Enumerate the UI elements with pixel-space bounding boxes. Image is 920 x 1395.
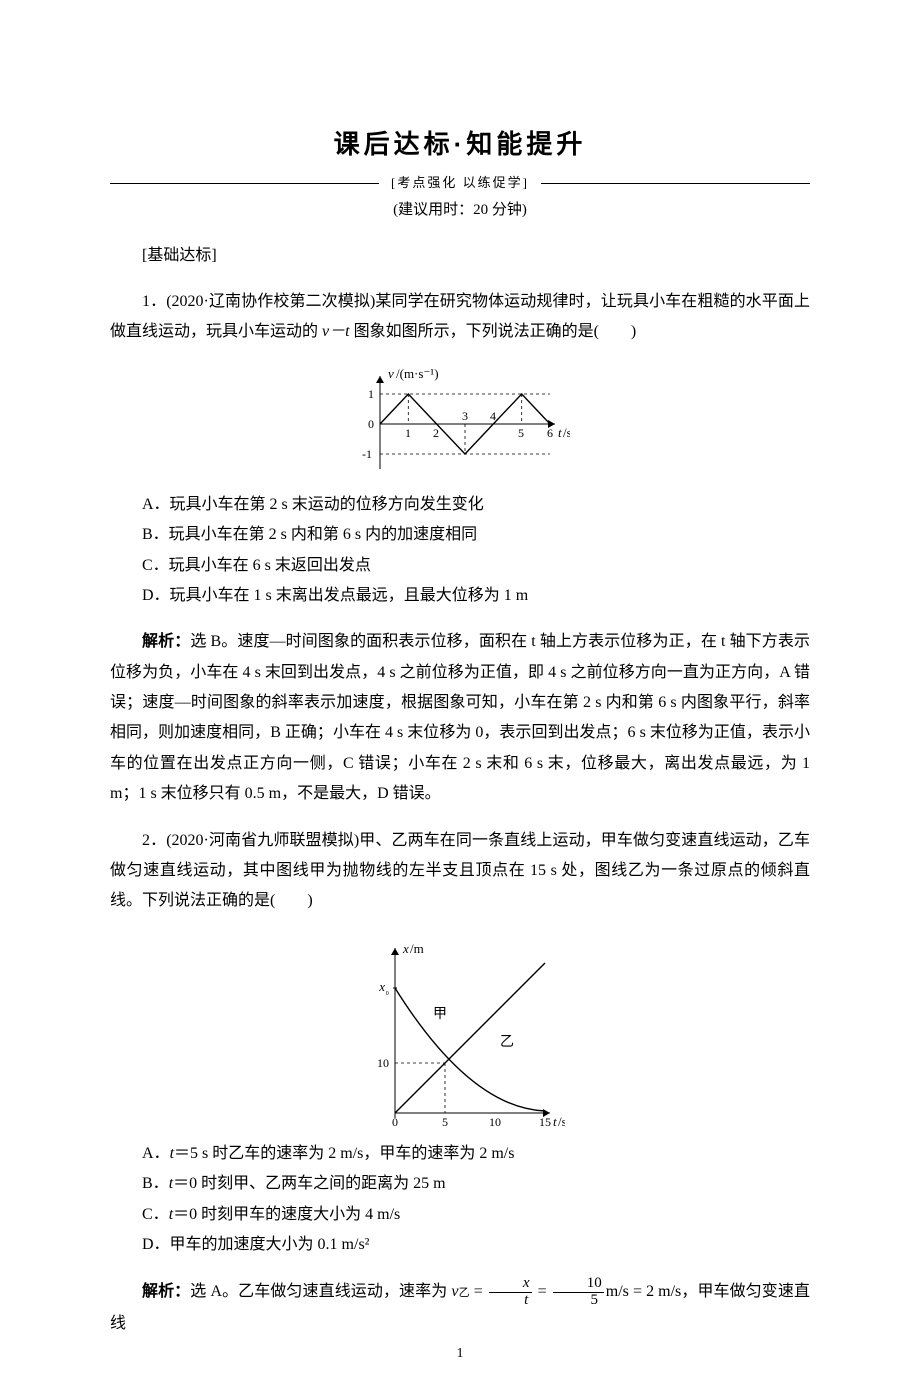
q1-stem-c: 图象如图所示，下列说法正确的是( ) [350, 323, 637, 340]
q2-choice-b1: B． [142, 1175, 169, 1192]
svg-text:0: 0 [392, 1115, 398, 1129]
q2-explain-pre: 选 A。乙车做匀速直线运动，速率为 [190, 1283, 451, 1300]
svg-text:5: 5 [518, 426, 524, 440]
q2-choice-c: C．t＝0 时刻甲车的速度大小为 4 m/s [110, 1200, 810, 1230]
q2-choice-d: D．甲车的加速度大小为 0.1 m/s² [110, 1230, 810, 1260]
q2-choice-a3: ＝5 s 时乙车的速率为 2 m/s，甲车的速率为 2 m/s [174, 1145, 514, 1162]
svg-text:/s: /s [563, 425, 570, 440]
frac-b: 105 [553, 1276, 604, 1309]
q2-choice-c1: C． [142, 1206, 169, 1223]
svg-text:0: 0 [368, 417, 374, 431]
svg-text:15: 15 [539, 1115, 551, 1129]
q2-explain-eq: = [470, 1283, 487, 1300]
q1-stem-vt: v－t [322, 323, 350, 340]
q2-explain-v: v [451, 1283, 458, 1300]
figure1: 1 2 3 4 5 6 1 0 -1 v /(m·s⁻¹) t /s [350, 364, 570, 484]
svg-text:t: t [558, 425, 562, 440]
q2-choice-c3: ＝0 时刻甲车的速度大小为 4 m/s [173, 1206, 400, 1223]
q2-explain-eq2: = [534, 1283, 551, 1300]
q1-choice-c: C．玩具小车在 6 s 末返回出发点 [110, 551, 810, 581]
q1-choice-d: D．玩具小车在 1 s 末离出发点最远，且最大位移为 1 m [110, 581, 810, 611]
main-title: 课后达标·知能提升 [110, 120, 810, 169]
hr-left [110, 183, 379, 184]
q2-stem: 2．(2020·河南省九师联盟模拟)甲、乙两车在同一条直线上运动，甲车做匀变速直… [110, 826, 810, 917]
section-label: [基础达标] [110, 241, 810, 271]
svg-text:₀: ₀ [386, 985, 390, 996]
q2-choice-a1: A． [142, 1145, 170, 1162]
q2-explain-lead: 解析： [142, 1283, 190, 1300]
header-block: 课后达标·知能提升 [考点强化 以练促学] (建议用时：20 分钟) [110, 120, 810, 225]
frac-b-num: 10 [553, 1276, 604, 1293]
svg-text:甲: 甲 [433, 1007, 447, 1022]
svg-text:5: 5 [442, 1115, 448, 1129]
hr-right [541, 183, 810, 184]
svg-text:t: t [553, 1114, 557, 1129]
q1-stem: 1．(2020·辽南协作校第二次模拟)某同学在研究物体运动规律时，让玩具小车在粗… [110, 287, 810, 348]
svg-text:1: 1 [405, 426, 411, 440]
svg-text:x: x [378, 979, 385, 994]
figure2: 0 5 10 15 10 x ₀ x /m t /s [355, 933, 565, 1133]
q2-choice-a: A．t＝5 s 时乙车的速率为 2 m/s，甲车的速率为 2 m/s [110, 1139, 810, 1169]
page-number: 1 [0, 1341, 920, 1368]
figure1-wrap: 1 2 3 4 5 6 1 0 -1 v /(m·s⁻¹) t /s [110, 364, 810, 484]
q1-explain-body: 选 B。速度—时间图象的面积表示位移，面积在 t 轴上方表示位移为正，在 t 轴… [110, 633, 810, 802]
time-hint: (建议用时：20 分钟) [110, 196, 810, 225]
q2-explain-sub: 乙 [459, 1287, 470, 1299]
svg-text:/m: /m [410, 941, 424, 956]
q2-choice-b: B．t＝0 时刻甲、乙两车之间的距离为 25 m [110, 1169, 810, 1199]
frac-a: xt [489, 1276, 532, 1309]
q1-choice-a: A．玩具小车在第 2 s 末运动的位移方向发生变化 [110, 490, 810, 520]
svg-text:6: 6 [547, 426, 553, 440]
q1-explain-lead: 解析： [142, 633, 190, 650]
svg-text:3: 3 [462, 409, 468, 423]
svg-text:4: 4 [490, 409, 496, 423]
frac-a-num: x [489, 1276, 532, 1293]
svg-text:x: x [402, 941, 409, 956]
subtitle-row: [考点强化 以练促学] [110, 171, 810, 196]
svg-text:10: 10 [489, 1115, 501, 1129]
q1-choice-b: B．玩具小车在第 2 s 内和第 6 s 内的加速度相同 [110, 520, 810, 550]
svg-text:10: 10 [377, 1056, 389, 1070]
frac-a-den: t [489, 1293, 532, 1309]
frac-b-den: 5 [553, 1293, 604, 1309]
q2-choice-b3: ＝0 时刻甲、乙两车之间的距离为 25 m [173, 1175, 445, 1192]
svg-text:乙: 乙 [500, 1034, 514, 1050]
svg-text:-1: -1 [362, 447, 372, 461]
q1-explain: 解析：选 B。速度—时间图象的面积表示位移，面积在 t 轴上方表示位移为正，在 … [110, 627, 810, 809]
svg-text:/(m·s⁻¹): /(m·s⁻¹) [396, 366, 439, 381]
svg-text:/s: /s [558, 1114, 565, 1129]
figure2-wrap: 0 5 10 15 10 x ₀ x /m t /s [110, 933, 810, 1133]
subtitle-kp: [考点强化 以练促学] [379, 171, 541, 196]
svg-text:2: 2 [433, 426, 439, 440]
svg-text:1: 1 [368, 387, 374, 401]
svg-text:v: v [388, 366, 394, 381]
q2-explain: 解析：选 A。乙车做匀速直线运动，速率为 v乙 = xt = 105m/s = … [110, 1276, 810, 1339]
